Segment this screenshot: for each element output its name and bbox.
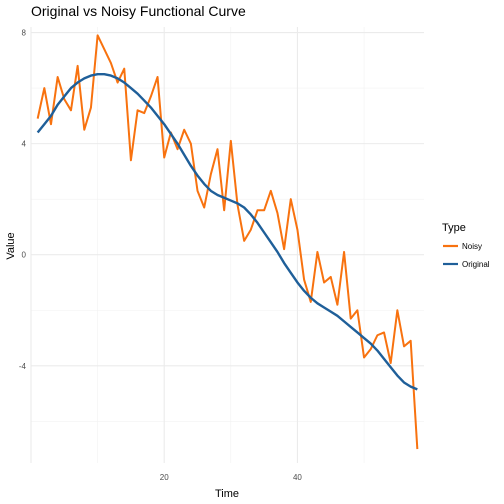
x-axis-title: Time <box>215 488 239 500</box>
chart-title: Original vs Noisy Functional Curve <box>31 3 246 19</box>
y-tick-label: 0 <box>22 251 27 260</box>
series-lines <box>36 34 419 450</box>
series-line-original <box>36 73 418 391</box>
legend-label-noisy: Noisy <box>462 242 482 251</box>
y-axis-title: Value <box>5 232 17 259</box>
y-tick-label: 8 <box>22 29 27 38</box>
series-line-noisy <box>36 34 419 450</box>
x-tick-label: 20 <box>160 473 169 482</box>
x-axis: 20 40 <box>160 473 303 482</box>
legend-label-original: Original <box>462 260 490 269</box>
legend-title: Type <box>442 222 466 234</box>
x-tick-label: 40 <box>293 473 302 482</box>
grid <box>30 27 424 463</box>
legend: Type Noisy Original <box>442 222 490 269</box>
y-axis: 8 4 0 -4 <box>19 29 27 371</box>
y-tick-label: 4 <box>22 140 27 149</box>
y-tick-label: -4 <box>19 362 27 371</box>
